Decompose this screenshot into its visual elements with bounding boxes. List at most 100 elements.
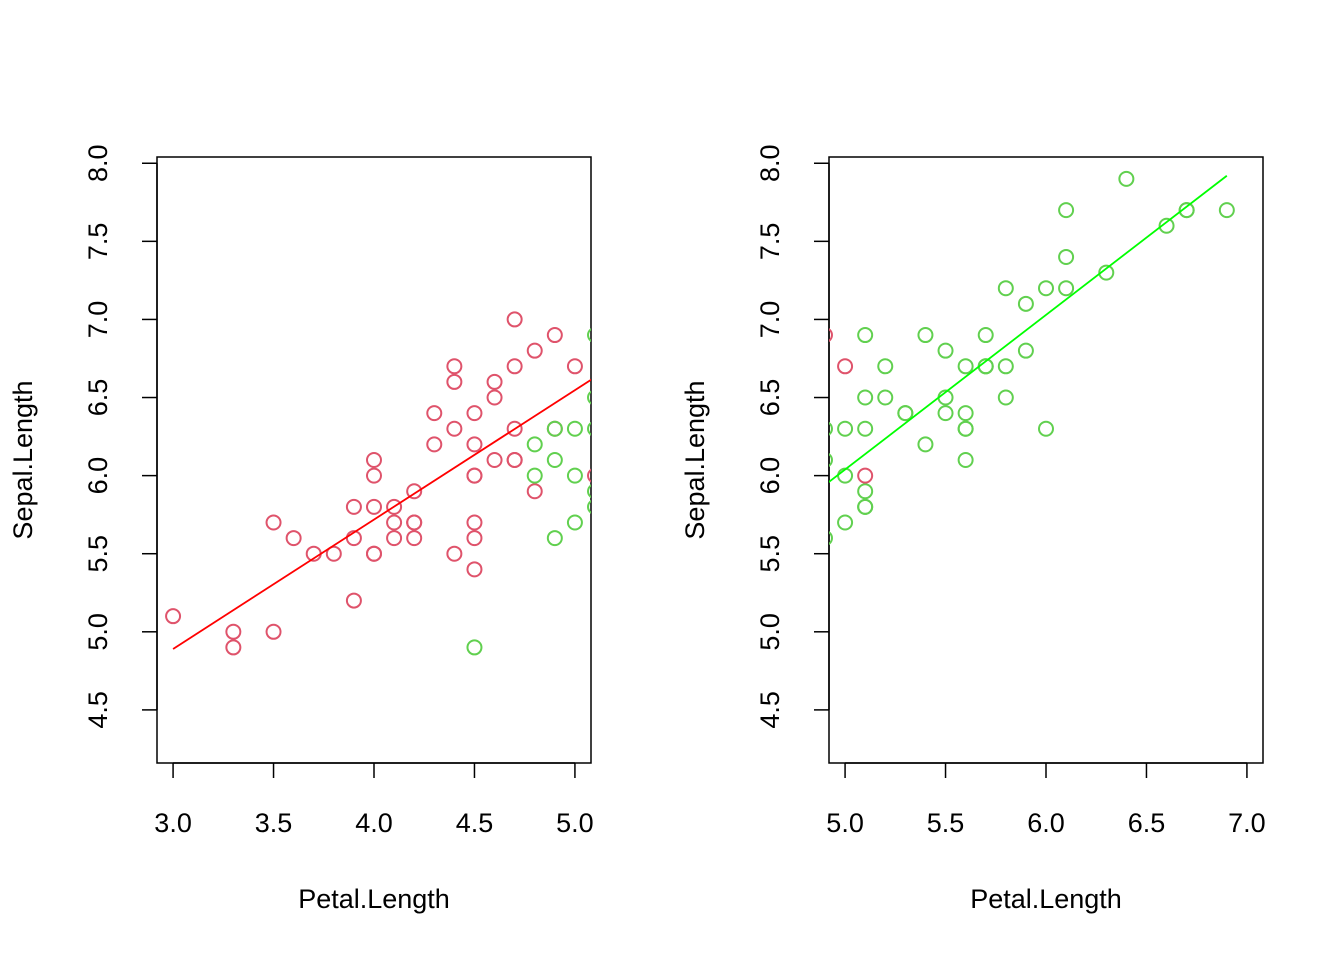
x-tick-label: 5.0 — [556, 808, 594, 838]
point — [1118, 170, 1135, 187]
point — [345, 592, 362, 609]
point — [386, 530, 403, 547]
point — [1017, 295, 1034, 312]
point — [466, 561, 483, 578]
y-tick-label: 6.5 — [83, 379, 113, 417]
point — [837, 420, 854, 437]
point — [426, 405, 443, 422]
x-tick-label: 5.0 — [826, 808, 864, 838]
point — [165, 608, 182, 625]
point — [546, 327, 563, 344]
x-tick-label: 3.0 — [154, 808, 192, 838]
point — [486, 373, 503, 390]
point — [566, 358, 583, 375]
point — [829, 531, 833, 546]
point — [466, 514, 483, 531]
point — [406, 514, 423, 531]
point — [466, 639, 483, 656]
y-tick-label: 8.0 — [755, 144, 785, 182]
point — [406, 483, 423, 500]
y-tick-label: 5.0 — [755, 613, 785, 651]
plot: 3.0 3.5 4.0 4.5 5.0 4.5 5.0 5.5 6.0 6.5 7.0 7.5 8.0 P… — [8, 144, 594, 914]
point — [957, 452, 974, 468]
point — [857, 327, 874, 344]
point — [486, 452, 503, 468]
point — [587, 499, 591, 514]
point — [837, 514, 854, 531]
point — [366, 498, 382, 515]
point — [917, 327, 934, 344]
point — [997, 389, 1014, 406]
fit-line — [829, 175, 1228, 484]
point — [526, 436, 543, 453]
point — [466, 467, 483, 484]
point — [1218, 202, 1235, 219]
point — [937, 342, 954, 359]
plot-area — [829, 170, 1235, 546]
point — [446, 420, 463, 437]
point — [897, 405, 914, 422]
point — [977, 327, 994, 344]
point — [1038, 420, 1054, 437]
plot-box — [156, 156, 592, 764]
y-axis-label: Sepal.Length — [680, 380, 710, 539]
point — [386, 514, 403, 531]
point — [857, 420, 874, 437]
y-tick-label: 6.5 — [755, 379, 785, 417]
point — [225, 623, 242, 640]
point — [877, 389, 894, 406]
x-axis-label: Petal.Length — [298, 884, 450, 914]
point — [917, 436, 934, 453]
point — [446, 545, 463, 562]
point — [466, 405, 483, 422]
point — [265, 514, 282, 531]
point — [366, 545, 382, 562]
point — [997, 358, 1014, 375]
point — [1058, 202, 1075, 219]
fit-line — [172, 378, 591, 650]
y-tick-label: 5.5 — [83, 535, 113, 573]
y-axis-label: Sepal.Length — [8, 380, 38, 539]
y-tick-label: 5.0 — [83, 613, 113, 651]
point — [225, 639, 242, 656]
y-tick-label: 7.5 — [755, 223, 785, 261]
y-tick-label: 7.0 — [83, 301, 113, 339]
y-tick-label: 6.0 — [755, 457, 785, 495]
plot-area — [165, 311, 591, 656]
point — [546, 452, 563, 468]
point — [997, 280, 1014, 297]
point — [1038, 280, 1054, 297]
point — [857, 389, 874, 406]
point — [566, 467, 583, 484]
x-tick-label: 4.0 — [355, 808, 393, 838]
point — [837, 467, 854, 484]
point — [506, 311, 523, 328]
point — [526, 342, 543, 359]
y-tick-label: 5.5 — [755, 535, 785, 573]
point — [937, 405, 954, 422]
x-tick-label: 4.5 — [456, 808, 494, 838]
point — [285, 530, 302, 547]
point — [506, 358, 523, 375]
point — [857, 483, 874, 500]
point — [386, 498, 403, 515]
point — [857, 467, 874, 484]
x-tick-label: 7.0 — [1228, 808, 1266, 838]
plot: 5.0 5.5 6.0 6.5 7.0 4.5 5.0 5.5 6.0 6.5 7.0 7.5 8.0 P… — [680, 144, 1266, 914]
point — [265, 623, 282, 640]
point — [446, 358, 463, 375]
point — [587, 328, 591, 342]
y-tick-label: 4.5 — [83, 691, 113, 729]
point — [466, 530, 483, 547]
point — [526, 483, 543, 500]
y-tick-label: 4.5 — [755, 691, 785, 729]
point — [366, 452, 382, 468]
y-tick-label: 7.5 — [83, 223, 113, 261]
y-tick-label: 8.0 — [83, 144, 113, 182]
point — [1058, 248, 1075, 265]
point — [957, 405, 974, 422]
point — [1178, 202, 1195, 219]
plot-box — [828, 156, 1264, 764]
point — [957, 358, 974, 375]
